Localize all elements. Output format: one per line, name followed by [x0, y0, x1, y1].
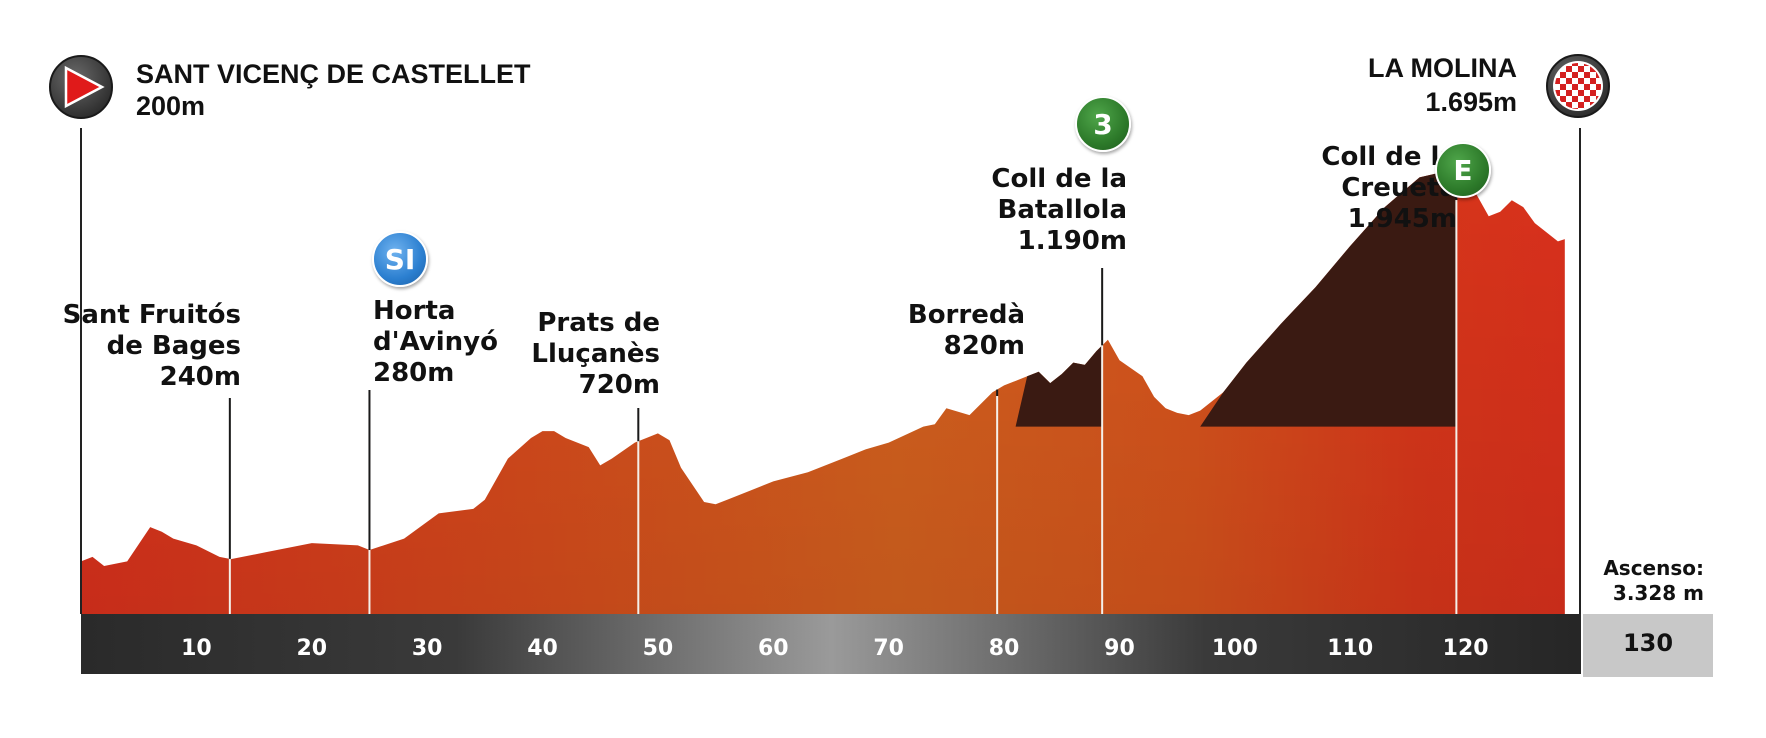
- start-icon: [49, 55, 113, 119]
- x-tick-label: 10: [181, 636, 212, 661]
- x-tick-label: 40: [527, 636, 558, 661]
- x-tick-label: 70: [873, 636, 904, 661]
- annotation-line: d'Avinyó: [373, 327, 498, 357]
- intermediate-sprint-icon: SI: [372, 231, 428, 287]
- annotation-line: 720m: [578, 370, 660, 400]
- x-tick-label: 110: [1327, 636, 1374, 661]
- total-distance-label: 130: [1622, 629, 1674, 657]
- ascent-label: Ascenso: 3.328 m: [1598, 556, 1704, 606]
- annotation-batallola: Coll de la Batallola 1.190m: [991, 164, 1127, 257]
- annotation-line: 820m: [943, 331, 1025, 361]
- finish-city-label: LA MOLINA 1.695m: [1368, 52, 1517, 118]
- annotation-line: de Bages: [106, 331, 241, 361]
- elevation-profile-shade: [81, 169, 1565, 614]
- annotation-line: 240m: [159, 362, 241, 392]
- annotation-line: Borredà: [907, 300, 1025, 330]
- x-tick-label: 20: [296, 636, 328, 661]
- mountain-badge-label: 3: [1093, 107, 1113, 141]
- annotation-sant-fruitos: Sant Fruitós de Bages 240m: [63, 300, 241, 393]
- annotation-line: 1.190m: [1017, 226, 1127, 256]
- annotation-prats: Prats de Lluçanès 720m: [531, 308, 660, 401]
- annotation-line: Prats de: [537, 308, 660, 338]
- start-city-label: SANT VICENÇ DE CASTELLET 200m: [136, 58, 531, 122]
- finish-city-name: LA MOLINA: [1368, 53, 1517, 83]
- ascent-value: 3.328 m: [1612, 581, 1704, 605]
- x-tick-label: 100: [1211, 636, 1258, 661]
- start-city-name: SANT VICENÇ DE CASTELLET: [136, 59, 531, 89]
- annotation-line: Batallola: [997, 195, 1127, 225]
- ascent-title: Ascenso:: [1603, 556, 1704, 580]
- total-distance-box: [1583, 614, 1713, 677]
- annotation-borreda: Borredà 820m: [908, 300, 1025, 362]
- annotation-line: Coll de la: [991, 164, 1127, 194]
- start-altitude: 200m: [136, 91, 206, 121]
- finish-altitude: 1.695m: [1425, 87, 1517, 117]
- category-3-mountain-icon: 3: [1075, 96, 1131, 152]
- x-tick-label: 120: [1442, 636, 1489, 661]
- annotation-line: Sant Fruitós: [62, 300, 241, 330]
- annotation-horta: Horta d'Avinyó 280m: [373, 296, 498, 389]
- annotation-line: 1.945m: [1347, 204, 1457, 234]
- x-tick-label: 90: [1104, 636, 1135, 661]
- annotation-line: 280m: [373, 358, 455, 388]
- special-category-mountain-icon: E: [1435, 142, 1491, 198]
- annotation-line: Coll de la: [1321, 142, 1457, 172]
- annotation-line: Horta: [373, 296, 456, 326]
- annotation-line: Lluçanès: [531, 339, 660, 369]
- x-tick-label: 30: [411, 636, 443, 661]
- sprint-badge-label: SI: [384, 242, 416, 276]
- climb-section-2: [1200, 169, 1457, 427]
- x-tick-label: 80: [988, 636, 1020, 661]
- mountain-badge-label: E: [1453, 153, 1473, 187]
- x-tick-label: 60: [757, 636, 789, 661]
- x-axis-bar: [81, 614, 1581, 674]
- climb-section-1: [1015, 345, 1103, 427]
- annotation-creueta: Coll de la Creueta 1.945m: [1321, 142, 1457, 235]
- finish-flag-icon: [1546, 54, 1610, 118]
- x-tick-label: 50: [642, 636, 674, 661]
